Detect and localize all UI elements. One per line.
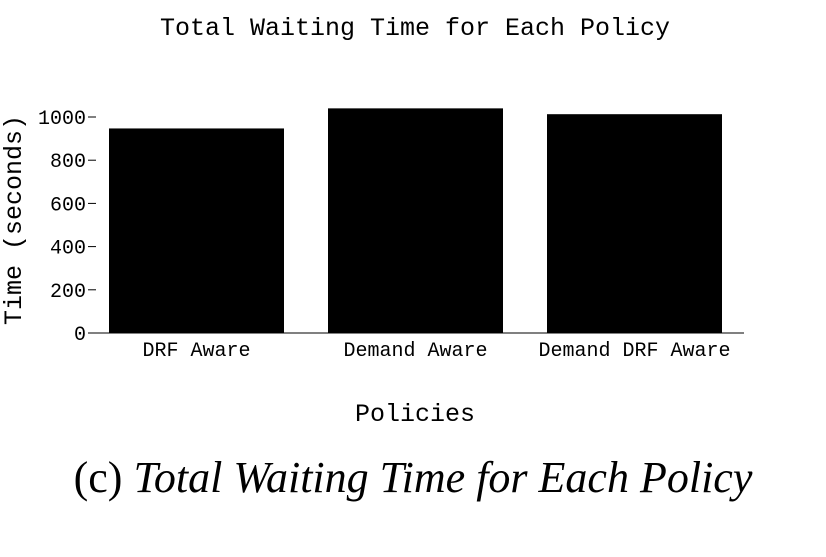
bar-demand-aware: [328, 108, 503, 333]
y-tick-label: 800: [50, 151, 86, 174]
x-axis-ticks: DRF Aware Demand Aware Demand DRF Aware: [142, 340, 730, 363]
y-tick-label: 600: [50, 194, 86, 217]
y-tick-label: 200: [50, 281, 86, 304]
bar-drf-aware: [109, 128, 284, 333]
y-tick-label: 1000: [38, 108, 86, 131]
x-tick-label: Demand DRF Aware: [538, 340, 730, 363]
y-axis-ticks: 0 200 400 600 800 1000: [38, 108, 96, 347]
bars-group: [109, 108, 722, 333]
figure-caption: (c) Total Waiting Time for Each Policy: [0, 452, 826, 503]
caption-text: Total Waiting Time for Each Policy: [133, 453, 753, 502]
y-tick-label: 400: [50, 238, 86, 261]
y-axis-label: Time (seconds): [0, 115, 29, 325]
chart-title: Total Waiting Time for Each Policy: [160, 14, 670, 43]
x-tick-label: DRF Aware: [142, 340, 250, 363]
x-axis-label: Policies: [355, 400, 475, 429]
bar-chart: Total Waiting Time for Each Policy 0 200 4…: [0, 14, 744, 429]
bar-demand-drf-aware: [547, 114, 722, 333]
x-tick-label: Demand Aware: [343, 340, 487, 363]
caption-prefix: (c): [73, 453, 123, 502]
y-tick-label: 0: [74, 324, 86, 347]
